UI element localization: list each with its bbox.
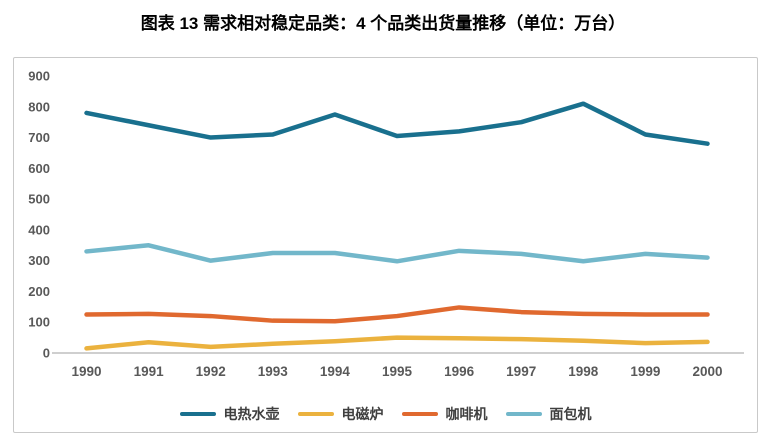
legend-label: 面包机	[549, 406, 592, 422]
series-line-面包机	[84, 243, 710, 264]
chart-legend: 电热水壶 电磁炉 咖啡机 面包机	[14, 404, 757, 424]
legend-swatch	[505, 412, 542, 416]
legend-item: 电磁炉	[297, 404, 384, 424]
chart-container: 0 100 200 300 400 500 600 700 800 900 1990 1991 1992…	[13, 57, 758, 433]
legend-swatch	[401, 412, 438, 416]
x-tick-label: 1991	[134, 364, 165, 379]
legend-label: 电热水壶	[223, 406, 280, 422]
chart-title: 图表 13 需求相对稳定品类：4 个品类出货量推移（单位：万台）	[140, 14, 626, 33]
y-tick-label: 700	[28, 130, 50, 145]
legend-label: 电磁炉	[341, 406, 384, 422]
legend-item: 咖啡机	[401, 404, 488, 424]
x-tick-label: 1998	[568, 364, 599, 379]
x-tick-label: 1993	[258, 364, 289, 379]
legend-swatch	[179, 412, 216, 416]
x-tick-label: 1999	[630, 364, 660, 379]
y-tick-label: 900	[28, 69, 50, 84]
x-tick-label: 1992	[196, 364, 226, 379]
legend-item: 电热水壶	[179, 404, 280, 424]
x-tick-label: 2000	[692, 364, 722, 379]
x-tick-label: 1990	[71, 364, 101, 379]
legend-item: 面包机	[505, 404, 592, 424]
x-tick-label: 1996	[444, 364, 475, 379]
legend-label: 咖啡机	[445, 406, 488, 422]
legend-swatch	[297, 412, 334, 416]
y-tick-label: 300	[28, 253, 50, 268]
x-tick-label: 1995	[382, 364, 413, 379]
y-tick-label: 800	[28, 99, 50, 114]
x-tick-label: 1994	[320, 364, 351, 379]
line-chart-canvas: 0 100 200 300 400 500 600 700 800 900 1990 1991 1992…	[28, 69, 744, 379]
y-tick-label: 200	[28, 284, 50, 299]
series-line-电热水壶	[84, 101, 710, 146]
y-tick-label: 400	[28, 222, 50, 237]
series-line-电磁炉	[84, 335, 710, 351]
y-tick-label: 600	[28, 161, 50, 176]
x-tick-label: 1997	[506, 364, 536, 379]
y-tick-label: 100	[28, 315, 50, 330]
y-tick-label: 500	[28, 192, 50, 207]
y-tick-label: 0	[43, 346, 50, 361]
series-line-咖啡机	[84, 305, 710, 324]
